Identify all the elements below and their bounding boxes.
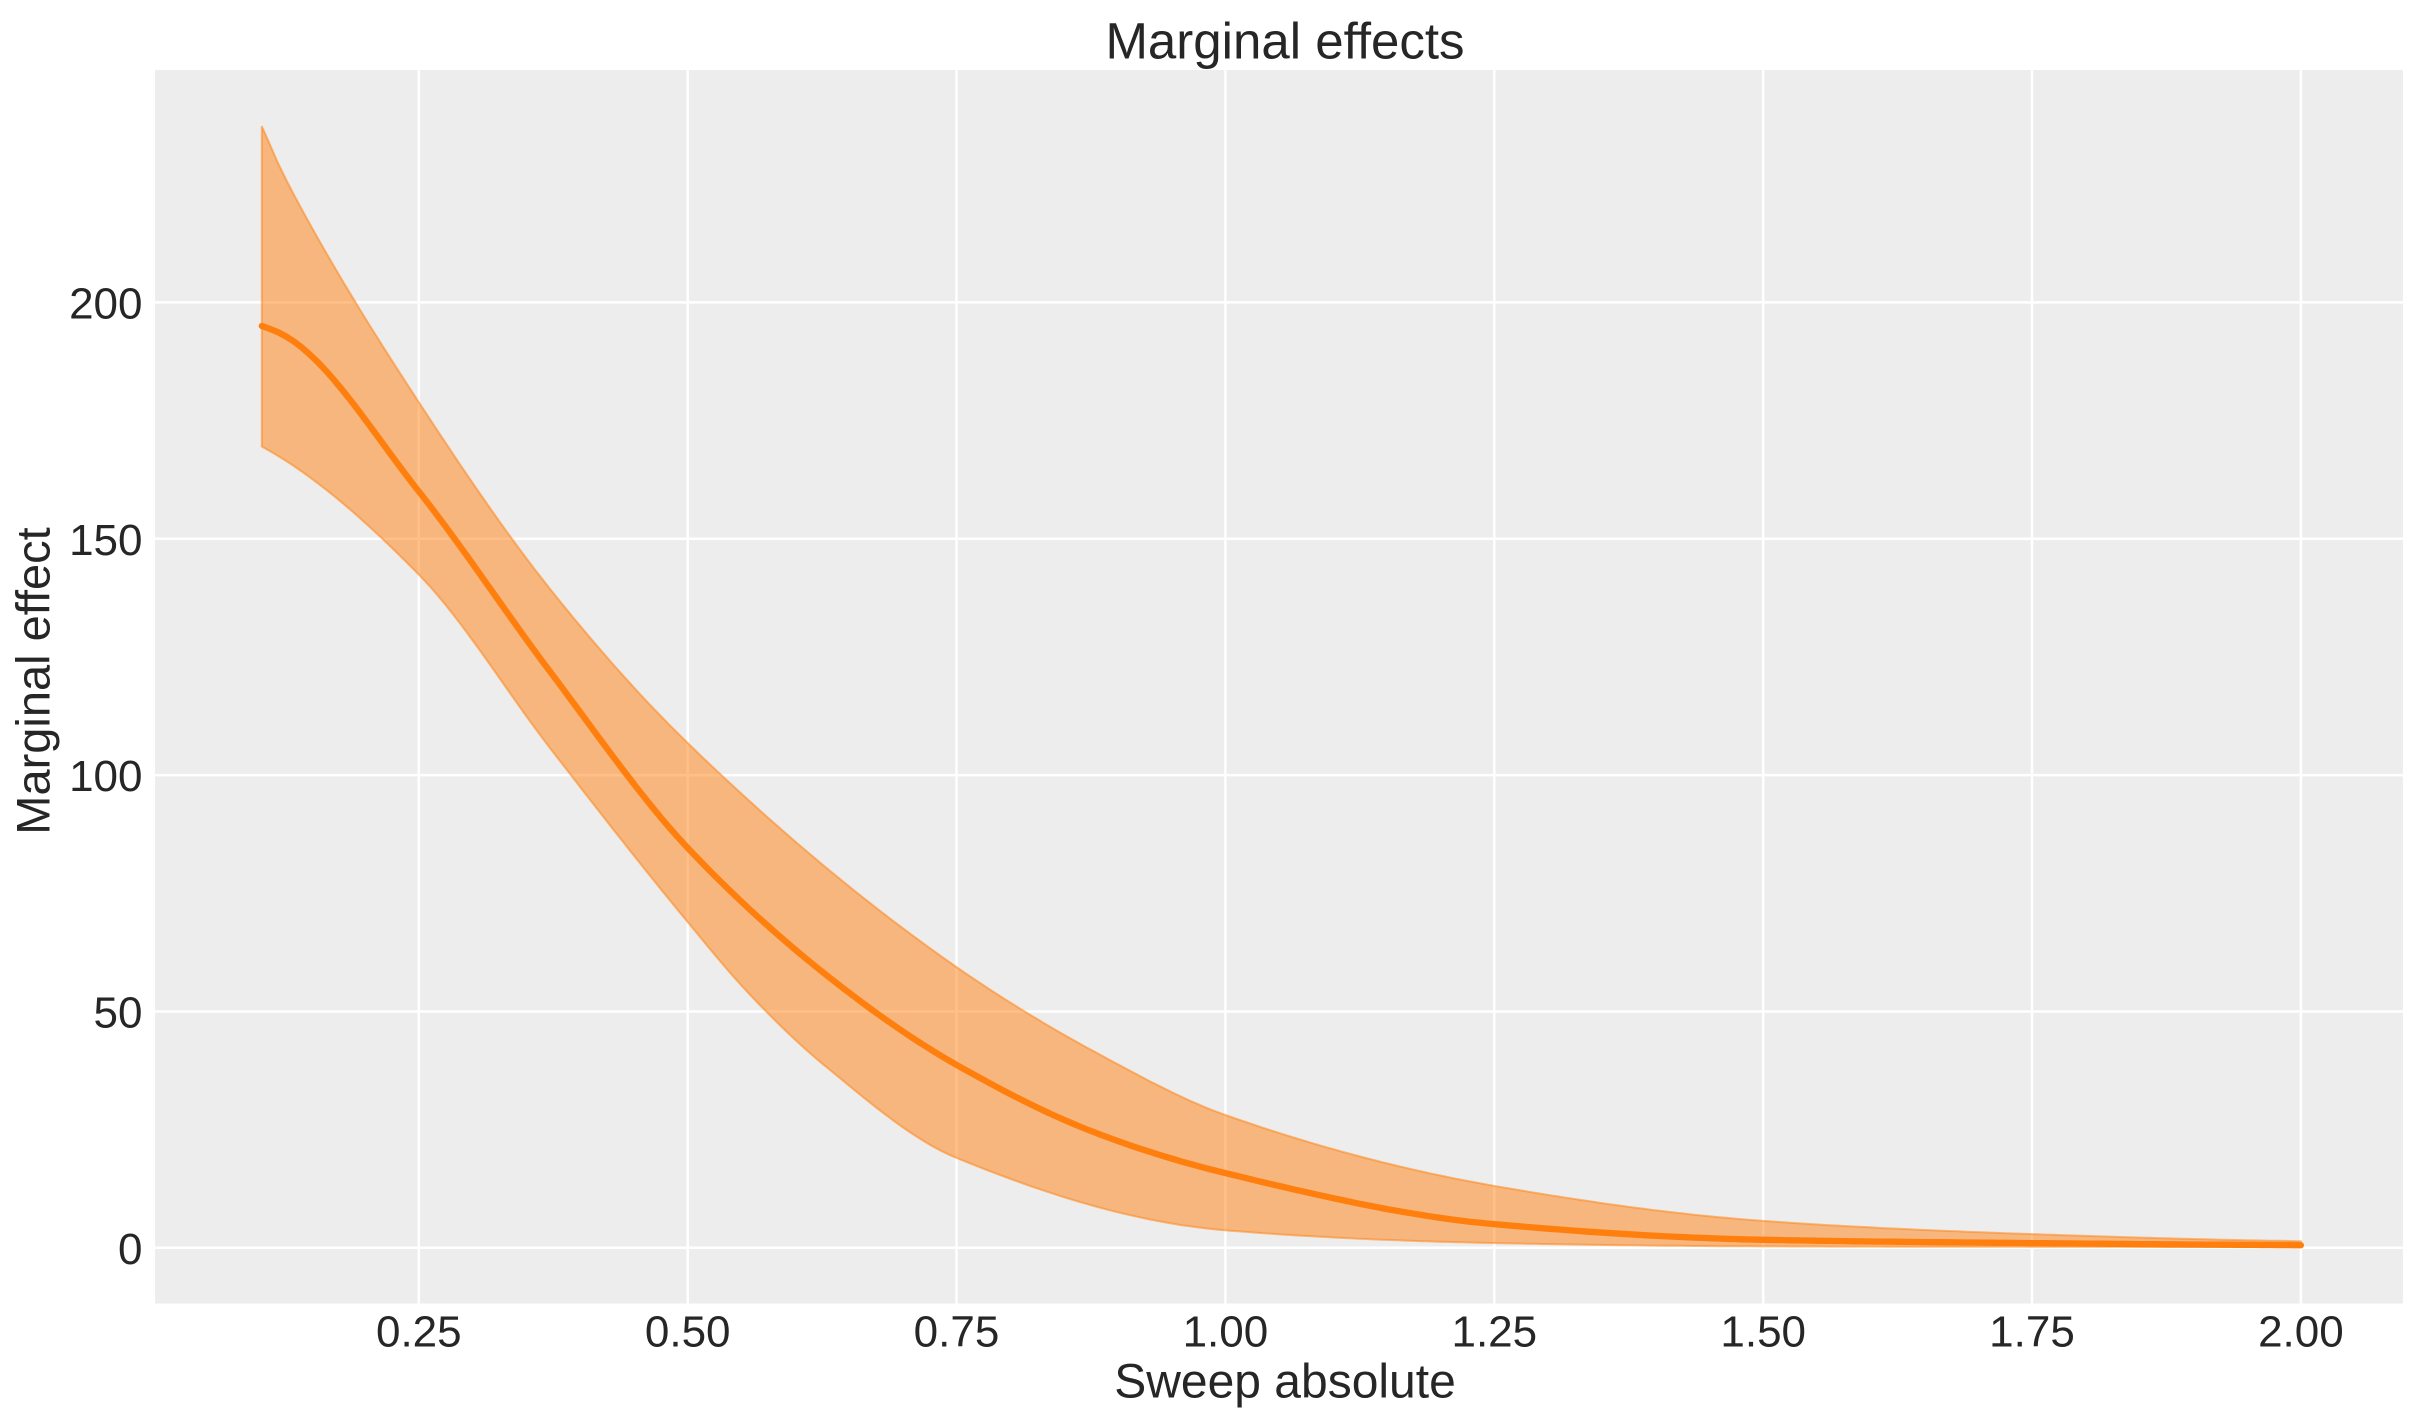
- svg-text:150: 150: [69, 516, 142, 565]
- svg-text:Marginal effect: Marginal effect: [6, 527, 59, 834]
- svg-text:1.75: 1.75: [1989, 1307, 2075, 1356]
- svg-text:200: 200: [69, 279, 142, 328]
- svg-text:50: 50: [94, 989, 143, 1038]
- svg-text:Marginal effects: Marginal effects: [1105, 13, 1464, 70]
- svg-text:2.00: 2.00: [2258, 1307, 2344, 1356]
- svg-text:1.50: 1.50: [1720, 1307, 1806, 1356]
- svg-text:0.25: 0.25: [376, 1307, 462, 1356]
- svg-text:0.75: 0.75: [914, 1307, 1000, 1356]
- svg-text:1.00: 1.00: [1183, 1307, 1269, 1356]
- svg-text:Sweep absolute: Sweep absolute: [1114, 1355, 1456, 1408]
- svg-text:0: 0: [118, 1225, 142, 1274]
- svg-text:100: 100: [69, 752, 142, 801]
- svg-text:0.50: 0.50: [645, 1307, 731, 1356]
- svg-text:1.25: 1.25: [1451, 1307, 1537, 1356]
